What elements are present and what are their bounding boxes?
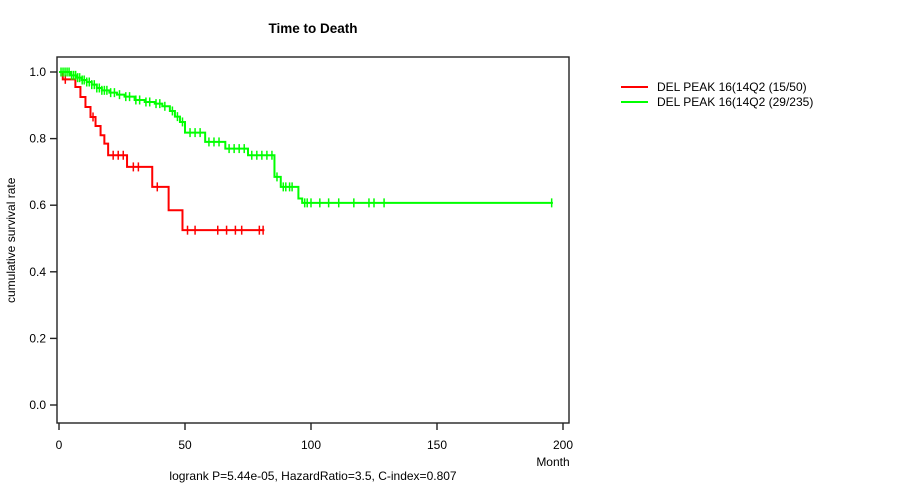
- stats-annotation: logrank P=5.44e-05, HazardRatio=3.5, C-i…: [169, 469, 457, 483]
- x-tick-label: 200: [553, 438, 573, 452]
- x-tick-label: 150: [427, 438, 447, 452]
- y-tick-label: 0.8: [29, 132, 46, 146]
- legend-row-green: DEL PEAK 16(14Q2 (29/235): [621, 94, 813, 109]
- plot-box: [56, 56, 570, 424]
- km-curve-green: [59, 71, 553, 204]
- x-axis-label: Month: [536, 455, 570, 469]
- legend-label-red: DEL PEAK 16(14Q2 (15/50): [657, 79, 807, 94]
- y-tick-label: 0.0: [29, 398, 46, 412]
- legend-label-green: DEL PEAK 16(14Q2 (29/235): [657, 94, 814, 109]
- x-tick-label: 50: [178, 438, 192, 452]
- x-tick-label: 100: [301, 438, 321, 452]
- y-tick-label: 1.0: [29, 65, 46, 79]
- legend: DEL PEAK 16(14Q2 (15/50) DEL PEAK 16(14Q…: [621, 79, 813, 109]
- x-tick-label: 0: [56, 438, 63, 452]
- legend-line-red: [621, 85, 648, 88]
- chart-title: Time to Death: [268, 21, 358, 36]
- km-curve-red: [59, 71, 265, 232]
- legend-line-green: [621, 100, 648, 103]
- y-tick-label: 0.2: [29, 331, 46, 345]
- y-tick-label: 0.4: [29, 265, 46, 279]
- legend-row-red: DEL PEAK 16(14Q2 (15/50): [621, 79, 813, 94]
- y-tick-label: 0.6: [29, 198, 46, 212]
